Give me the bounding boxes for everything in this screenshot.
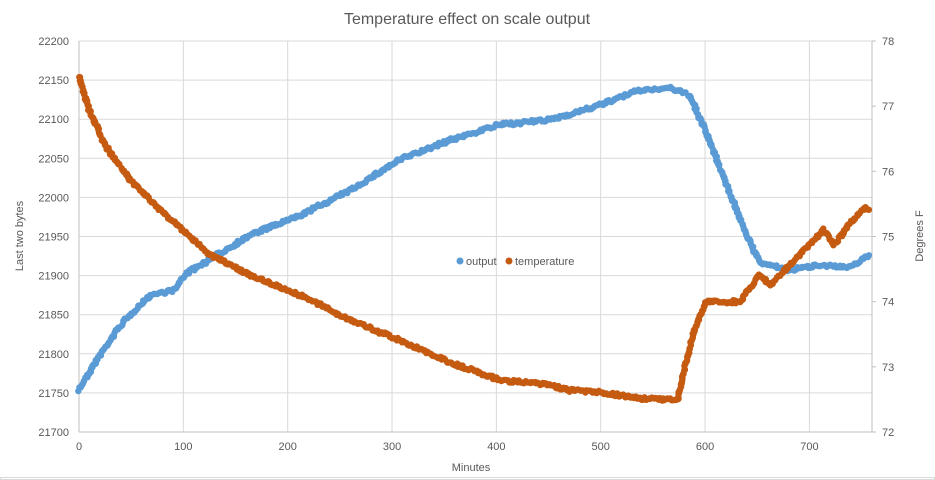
x-tick-label: 0 [76,441,82,453]
legend-marker-output [456,257,464,265]
x-axis-tick-labels: 0 100 200 300 400 500 600 700 [76,441,819,453]
x-tick-label: 700 [800,441,818,453]
y2-tick-label: 72 [882,427,894,439]
x-tick-label: 100 [174,441,192,453]
x-tick-label: 300 [383,441,401,453]
y-tick-label: 21900 [38,271,69,283]
legend-marker-temperature [505,257,513,265]
x-axis-label: Minutes [452,462,491,474]
data-point-output [865,252,873,259]
y-tick-label: 21800 [38,349,69,361]
series-layer [75,73,873,404]
y-tick-label: 21750 [38,388,69,400]
series-output [75,83,873,395]
legend-label-temperature: temperature [515,256,574,268]
y2-tick-label: 78 [882,36,894,48]
legend: output temperature [456,256,574,268]
series-temperature [76,73,873,404]
y-axis-label: Last two bytes [14,200,26,271]
right-axis-tick-labels: 72 73 74 75 76 77 78 [882,36,894,439]
y2-tick-label: 73 [882,362,894,374]
y-tick-label: 21850 [38,310,69,322]
x-tick-label: 600 [696,441,714,453]
y-tick-label: 21700 [38,427,69,439]
x-tick-label: 500 [592,441,610,453]
x-tick-label: 400 [487,441,505,453]
y-tick-label: 22200 [38,36,69,48]
horizontal-gridlines [79,40,872,433]
y-tick-label: 22000 [38,192,69,204]
y2-tick-label: 75 [882,232,894,244]
y-tick-label: 22050 [38,153,69,165]
y-tick-label: 21950 [38,232,69,244]
y2-tick-label: 77 [882,101,894,113]
y2-tick-label: 76 [882,166,894,178]
y-tick-label: 22100 [38,114,69,126]
data-point-temperature [865,206,873,213]
y-tick-label: 22150 [38,75,69,87]
legend-label-output: output [466,256,497,268]
x-tick-label: 200 [279,441,297,453]
y2-tick-label: 74 [882,297,894,309]
left-axis-tick-labels: 21700 21750 21800 21850 21900 21950 22000 22050… [38,36,69,439]
y2-axis-label: Degrees F [914,210,926,262]
chart-title: Temperature effect on scale output [344,11,591,28]
axes [78,40,876,433]
